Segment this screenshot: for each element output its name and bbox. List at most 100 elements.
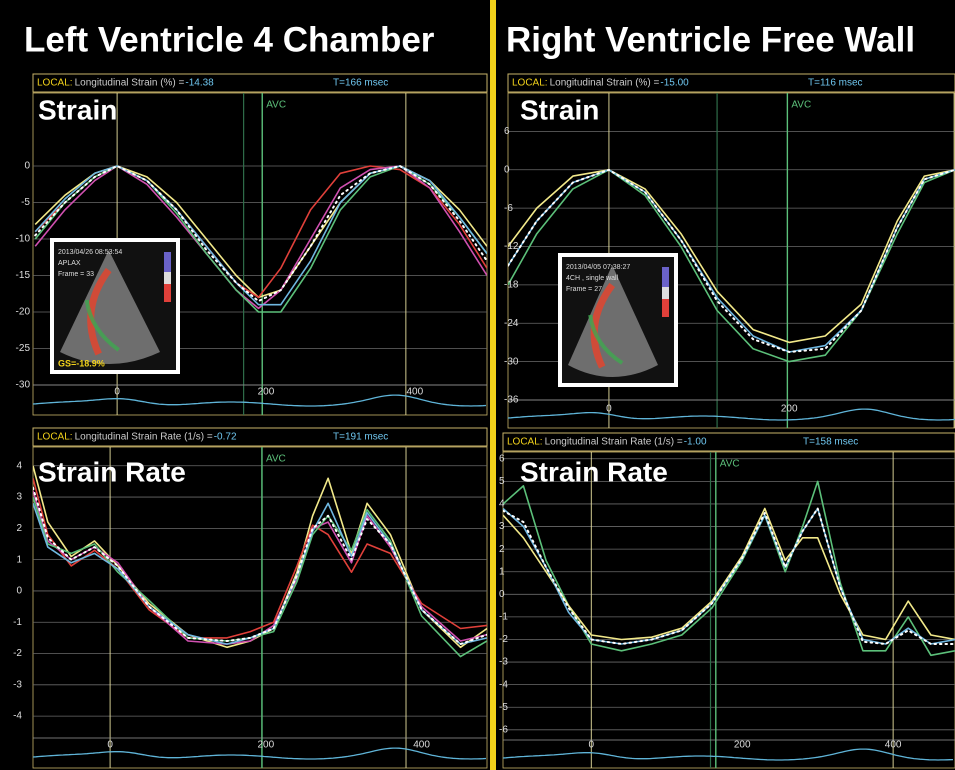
plot-frame [32,92,488,416]
y-tick-label: -6 [499,724,508,735]
readout-box [32,427,488,447]
series-line [34,165,487,310]
readout-local: LOCAL: [37,78,73,89]
series-line [503,507,955,645]
plot [33,447,487,768]
series-line [34,165,487,306]
y-tick-label: -4 [13,711,22,722]
readout-time: T=191 msec [333,432,388,443]
avc-label: AVC [720,459,740,470]
x-tick-label: 200 [734,740,751,751]
y-tick-label: -25 [16,343,31,354]
y-tick-label: 0 [24,161,30,172]
x-tick-label: 200 [258,387,275,398]
color-scale [164,252,171,302]
y-tick-label: -24 [504,318,519,329]
y-tick-label: 1 [499,566,505,577]
y-tick-label: -12 [504,241,519,252]
avc-label: AVC [266,454,286,465]
y-tick-label: 2 [499,544,505,555]
divider [490,0,496,770]
y-tick-label: -5 [21,197,30,208]
y-tick-label: -30 [504,356,519,367]
ecg-trace [33,747,487,760]
y-tick-label: -15 [16,270,31,281]
panel-title: Strain [38,94,117,125]
x-tick-label: 0 [606,404,612,415]
y-tick-label: -3 [499,657,508,668]
inset-label: Frame = 27 [566,286,602,293]
inset-label: 2013/04/05 07:38:27 [566,264,630,271]
y-tick-label: 0 [504,164,510,175]
series-line [508,169,955,363]
echo-tissue [588,314,624,365]
y-tick-label: -2 [499,634,508,645]
heading: Left Ventricle 4 Chamber [24,20,435,59]
color-scale-top [164,252,171,272]
plot-frame [32,446,488,769]
y-tick-label: 5 [499,476,505,487]
y-tick-label: -30 [16,380,31,391]
y-tick-label: 6 [499,453,505,464]
readout-time: T=166 msec [333,78,388,89]
color-scale-bottom [164,284,171,302]
x-tick-label: 0 [107,740,113,751]
color-scale-bottom [662,299,669,317]
ecg-trace [503,748,954,761]
readout-value: -15.00 [660,78,689,89]
inset-label: APLAX [58,260,81,267]
y-tick-label: -4 [499,679,508,690]
x-tick-label: 400 [406,387,423,398]
y-tick-label: -1 [13,617,22,628]
readout-measure: Longitudinal Strain Rate (1/s) = [75,432,213,443]
readout-box [502,432,955,452]
y-tick-label: -3 [13,679,22,690]
y-tick-label: 2 [16,523,22,534]
series-line [508,169,955,344]
y-tick-label: 3 [499,521,505,532]
readout-time: T=116 msec [808,78,863,89]
echo-fan [60,250,160,364]
series-line [33,496,487,658]
series-line [33,490,487,645]
y-tick-label: 1 [16,554,22,565]
y-tick-label: 3 [16,492,22,503]
readout-measure: Longitudinal Strain Rate (1/s) = [545,437,683,448]
readout-measure: Longitudinal Strain (%) = [75,78,185,89]
readout-local: LOCAL: [37,432,73,443]
y-tick-label: -10 [16,234,31,245]
y-tick-label: -6 [504,203,513,214]
series-line [34,165,487,303]
y-tick-label: -20 [16,307,31,318]
y-tick-label: 4 [16,460,22,471]
inset-label: 4CH , single wall [566,275,619,282]
x-tick-label: 400 [885,740,902,751]
echo-tissue [84,299,120,352]
readout-box [507,73,955,93]
inset-label: Frame = 33 [58,271,94,278]
y-tick-label: -36 [504,395,519,406]
plot [508,93,955,428]
panel-title: Strain [520,94,599,125]
x-tick-label: 0 [589,740,595,751]
readout-value: -1.00 [684,437,707,448]
x-tick-label: 400 [413,740,430,751]
x-tick-label: 200 [257,740,274,751]
series-line [503,507,955,641]
avc-label: AVC [791,100,811,111]
readout-local: LOCAL: [507,437,543,448]
y-tick-label: 4 [499,499,505,510]
panel-title: Strain Rate [520,456,668,487]
y-tick-label: -5 [499,702,508,713]
heading: Right Ventricle Free Wall [506,20,915,59]
echo-tissue [87,267,112,356]
readout-time: T=158 msec [803,437,858,448]
series-line [33,486,487,646]
ecg-trace [508,408,955,421]
y-tick-label: 0 [16,586,22,597]
color-scale-top [662,267,669,287]
plot [503,452,955,768]
readout-value: -0.72 [214,432,237,443]
avc-label: AVC [266,100,286,111]
